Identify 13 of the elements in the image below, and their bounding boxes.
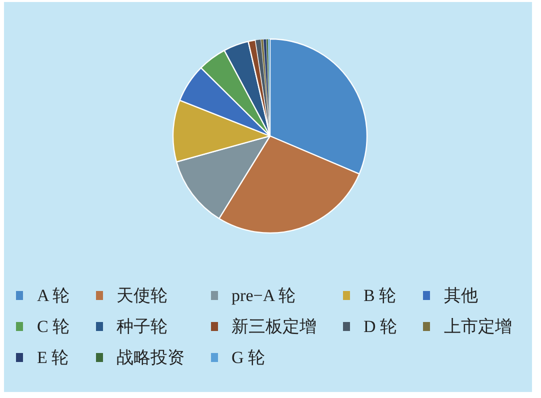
legend-label: 战略投资 bbox=[116, 347, 185, 369]
legend-label: D 轮 bbox=[364, 316, 398, 338]
legend-label: G 轮 bbox=[232, 347, 266, 369]
legend-label: E 轮 bbox=[37, 347, 69, 369]
legend-label: A 轮 bbox=[37, 285, 70, 307]
legend-label: pre−A 轮 bbox=[232, 285, 296, 307]
legend-label: 天使轮 bbox=[116, 285, 168, 307]
legend-label: B 轮 bbox=[364, 285, 396, 307]
legend-label: 其他 bbox=[444, 285, 478, 307]
legend-label: 新三板定增 bbox=[232, 316, 317, 338]
legend-label: C 轮 bbox=[37, 316, 70, 338]
legend-label: 种子轮 bbox=[116, 316, 168, 338]
legend-label: 上市定增 bbox=[444, 316, 512, 338]
